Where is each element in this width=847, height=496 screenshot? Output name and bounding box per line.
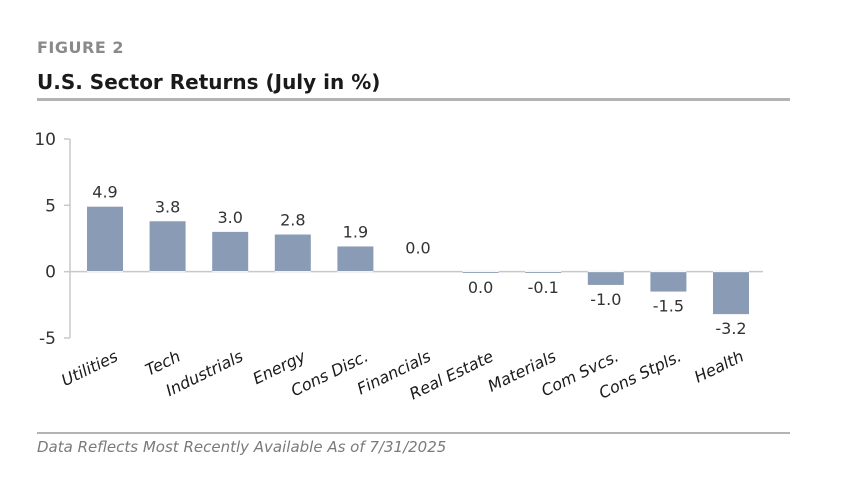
data-label: 1.9 bbox=[343, 222, 368, 241]
category-label: Health bbox=[691, 347, 747, 387]
bar-tech bbox=[149, 221, 186, 272]
bar-com-svcs bbox=[587, 271, 624, 285]
y-tick-label: 5 bbox=[45, 196, 56, 216]
data-label: -0.1 bbox=[528, 278, 559, 297]
bar-real-estate bbox=[462, 271, 499, 273]
y-tick-label: 0 bbox=[45, 263, 56, 283]
title-rule bbox=[37, 98, 790, 101]
bar-industrials bbox=[212, 231, 249, 272]
figure-label: FIGURE 2 bbox=[37, 38, 124, 57]
data-label: -1.0 bbox=[590, 290, 621, 309]
category-label: Tech bbox=[142, 347, 183, 380]
bar-materials bbox=[525, 271, 562, 273]
data-label: 3.0 bbox=[217, 208, 242, 227]
data-label: 0.0 bbox=[468, 278, 493, 297]
bar-energy bbox=[274, 234, 311, 272]
category-label: Utilities bbox=[58, 347, 120, 390]
data-label: -3.2 bbox=[715, 319, 746, 338]
bar-health bbox=[713, 271, 749, 315]
data-label: 4.9 bbox=[92, 183, 117, 202]
bar-utilities bbox=[87, 206, 123, 272]
bar-cons-disc bbox=[337, 246, 374, 272]
data-label: -1.5 bbox=[653, 297, 684, 316]
data-label: 3.8 bbox=[155, 197, 180, 216]
data-label: 0.0 bbox=[405, 239, 430, 258]
chart-title: U.S. Sector Returns (July in %) bbox=[37, 70, 381, 94]
footer-rule bbox=[37, 432, 790, 434]
y-tick-label: -5 bbox=[39, 329, 56, 349]
bar-cons-stpls bbox=[650, 271, 687, 292]
y-tick-label: 10 bbox=[34, 130, 56, 150]
footnote: Data Reflects Most Recently Available As… bbox=[37, 438, 447, 456]
data-label: 2.8 bbox=[280, 211, 305, 230]
